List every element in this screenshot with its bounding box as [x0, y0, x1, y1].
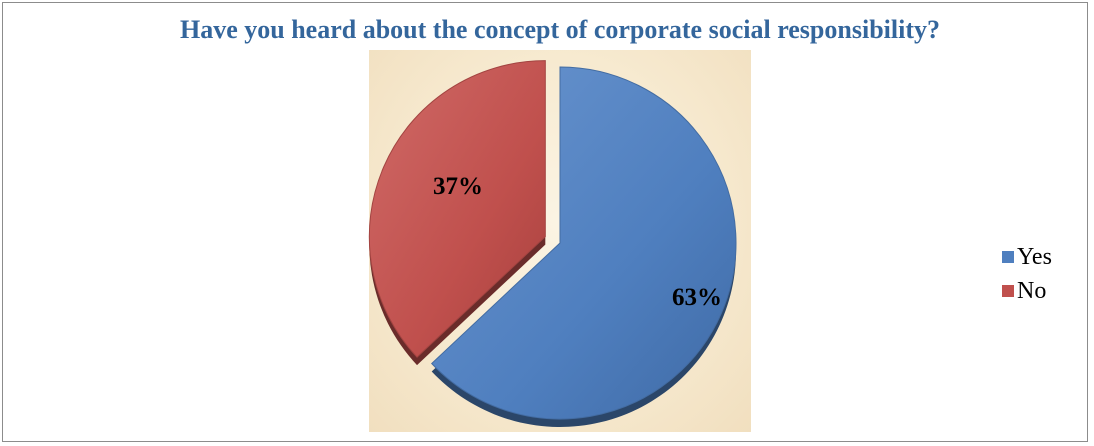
legend-label-no: No: [1017, 277, 1047, 304]
data-label-no: 37%: [433, 173, 483, 200]
pie-slice-no: [368, 60, 546, 358]
chart-title: Have you heard about the concept of corp…: [180, 15, 940, 44]
legend-swatch-no: [1002, 285, 1014, 297]
legend-label-yes: Yes: [1017, 243, 1052, 270]
legend-swatch-yes: [1002, 251, 1014, 263]
legend-item-yes: Yes: [1002, 240, 1092, 274]
pie-slice-yes: [430, 66, 737, 420]
legend: Yes No: [1002, 240, 1092, 308]
data-label-yes: 63%: [672, 284, 722, 311]
legend-item-no: No: [1002, 274, 1092, 308]
